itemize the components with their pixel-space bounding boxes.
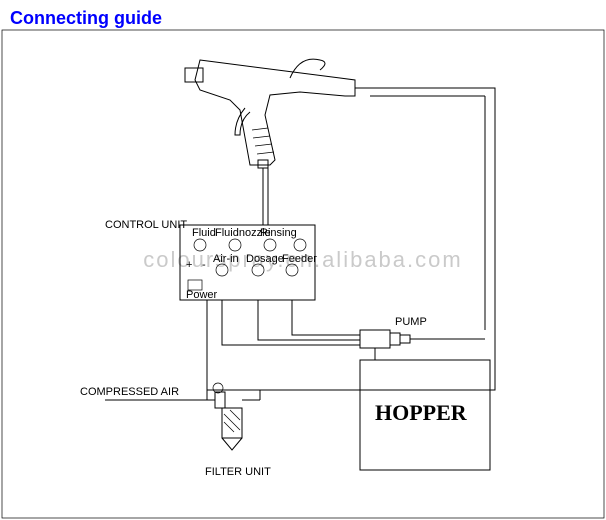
svg-text:-: - [202,259,206,271]
pump-icon [360,330,420,360]
svg-text:Air-in: Air-in [213,253,239,265]
svg-text:Feeder: Feeder [282,253,317,265]
filter-unit-label: FILTER UNIT [205,466,271,478]
control-unit-label: CONTROL UNIT [105,219,187,231]
hose-2 [258,300,360,340]
svg-text:Rinsing: Rinsing [260,227,297,239]
spray-gun-icon [185,59,370,168]
hose-3 [292,300,360,335]
svg-text:Fluid: Fluid [192,227,216,239]
hopper-label: HOPPER [375,400,468,425]
control-unit-icon: + - Fluid Fluidnozzle Rinsing Air-in Dos… [180,225,317,301]
compressed-air-label: COMPRESSED AIR [80,386,179,398]
pump-label: PUMP [395,316,427,328]
svg-text:Dosage: Dosage [246,253,284,265]
connecting-diagram: + - Fluid Fluidnozzle Rinsing Air-in Dos… [0,0,606,520]
filter-unit-icon [213,383,260,450]
hose-1 [222,300,360,345]
svg-text:+: + [186,259,192,271]
svg-text:Power: Power [186,289,218,301]
